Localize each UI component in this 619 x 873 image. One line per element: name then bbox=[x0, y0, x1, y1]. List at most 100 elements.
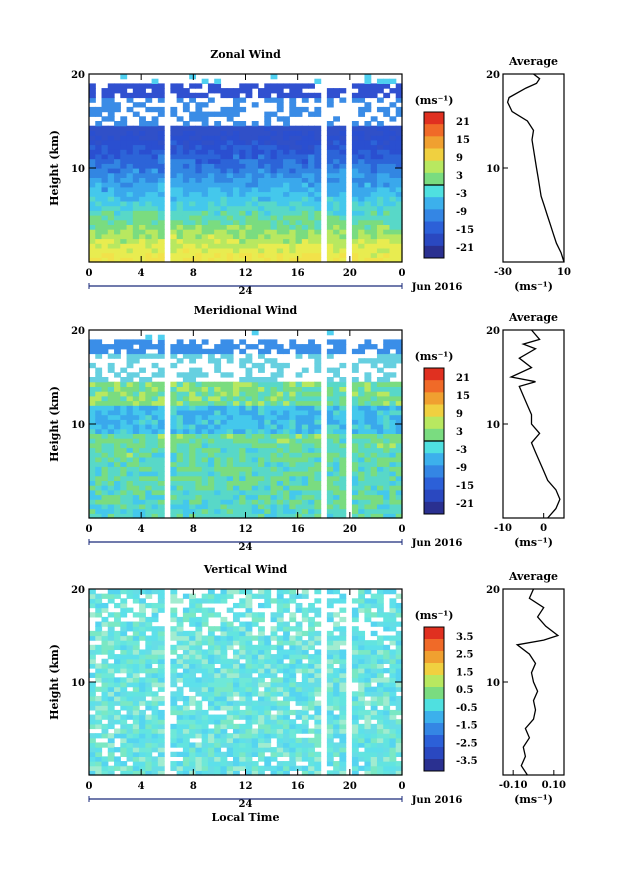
heatmap-cell bbox=[326, 149, 334, 155]
heatmap-cell bbox=[101, 770, 109, 776]
heatmap-cell bbox=[145, 485, 153, 491]
heatmap-cell bbox=[145, 386, 153, 392]
heatmap-cell bbox=[189, 116, 197, 122]
heatmap-cell bbox=[132, 466, 140, 472]
heatmap-cell bbox=[107, 489, 115, 496]
heatmap-cell bbox=[226, 456, 234, 463]
heatmap-cell bbox=[270, 88, 278, 94]
heatmap-cell bbox=[139, 153, 146, 160]
heatmap-cell bbox=[276, 719, 284, 725]
heatmap-cell bbox=[270, 97, 278, 103]
heatmap-cell bbox=[189, 456, 197, 463]
heatmap-cell bbox=[283, 405, 290, 411]
heatmap-cell bbox=[157, 658, 165, 664]
heatmap-cell bbox=[351, 433, 359, 439]
heatmap-cell bbox=[389, 607, 397, 613]
heatmap-cell bbox=[189, 770, 197, 776]
heatmap-cell bbox=[308, 229, 315, 235]
heatmap-cell bbox=[258, 186, 265, 193]
heatmap-cell bbox=[201, 247, 209, 254]
heatmap-cell bbox=[182, 438, 190, 444]
profile-x-tick-label: 0.10 bbox=[542, 780, 566, 791]
heatmap-cell bbox=[176, 438, 184, 444]
heatmap-cell bbox=[157, 88, 165, 94]
heatmap-cell bbox=[314, 691, 322, 697]
heatmap-cell bbox=[189, 686, 197, 692]
heatmap-cell bbox=[139, 433, 146, 439]
heatmap-cell bbox=[139, 344, 146, 350]
heatmap-cell bbox=[226, 668, 234, 674]
heatmap-cell bbox=[326, 243, 334, 249]
heatmap-cell bbox=[176, 149, 184, 155]
heatmap-cell bbox=[283, 200, 290, 207]
heatmap-cell bbox=[170, 224, 178, 230]
heatmap-cell bbox=[226, 499, 234, 505]
heatmap-cell bbox=[251, 442, 259, 449]
heatmap-cell bbox=[132, 714, 140, 720]
heatmap-cell bbox=[232, 640, 240, 646]
heatmap-cell bbox=[232, 139, 240, 146]
heatmap-cell bbox=[264, 598, 272, 604]
heatmap-cell bbox=[276, 677, 284, 683]
heatmap-cell bbox=[107, 756, 115, 762]
heatmap-cell bbox=[276, 508, 284, 514]
heatmap-cell bbox=[251, 709, 259, 716]
heatmap-cell bbox=[339, 770, 347, 776]
heatmap-cell bbox=[170, 149, 178, 155]
heatmap-cell bbox=[358, 405, 366, 411]
heatmap-cell bbox=[114, 471, 121, 477]
heatmap-cell bbox=[151, 116, 159, 122]
heatmap-cell bbox=[157, 238, 165, 244]
heatmap-cell bbox=[220, 433, 228, 439]
heatmap-cell bbox=[358, 433, 366, 439]
heatmap-cell bbox=[226, 494, 234, 500]
heatmap-cell bbox=[326, 616, 334, 623]
heatmap-cell bbox=[264, 391, 272, 397]
heatmap-cell bbox=[339, 182, 347, 188]
heatmap-cell bbox=[276, 682, 284, 688]
heatmap-cell bbox=[289, 97, 297, 103]
heatmap-cell bbox=[195, 456, 203, 463]
heatmap-cell bbox=[376, 737, 384, 744]
heatmap-cell bbox=[314, 78, 322, 84]
heatmap-cell bbox=[189, 489, 197, 496]
heatmap-cell bbox=[214, 489, 222, 496]
heatmap-cell bbox=[120, 456, 128, 463]
heatmap-cell bbox=[270, 630, 278, 637]
heatmap-cell bbox=[151, 489, 159, 496]
heatmap-cell bbox=[226, 391, 234, 397]
heatmap-cell bbox=[220, 153, 228, 160]
heatmap-cell bbox=[251, 139, 259, 146]
heatmap-cell bbox=[95, 219, 103, 225]
heatmap-cell bbox=[389, 428, 397, 434]
heatmap-cell bbox=[201, 395, 209, 402]
heatmap-cell bbox=[389, 252, 397, 258]
heatmap-cell bbox=[170, 480, 178, 486]
heatmap-cell bbox=[358, 414, 366, 420]
heatmap-cell bbox=[107, 419, 115, 425]
heatmap-cell bbox=[339, 409, 347, 416]
heatmap-cell bbox=[126, 229, 134, 235]
heatmap-cell bbox=[270, 344, 278, 350]
heatmap-cell bbox=[295, 654, 303, 660]
y-axis-label: Height (km) bbox=[48, 386, 61, 462]
heatmap-cell bbox=[351, 705, 359, 711]
heatmap-cell bbox=[333, 480, 340, 486]
heatmap-cell bbox=[239, 191, 247, 197]
heatmap-cell bbox=[383, 719, 391, 725]
panel-title: Zonal Wind bbox=[210, 48, 281, 61]
heatmap-cell bbox=[389, 728, 397, 734]
heatmap-cell bbox=[120, 442, 128, 449]
heatmap-cell bbox=[239, 97, 247, 103]
heatmap-cell bbox=[226, 177, 234, 183]
heatmap-cell bbox=[270, 358, 278, 364]
heatmap-cell bbox=[245, 414, 253, 420]
heatmap-cell bbox=[139, 626, 146, 632]
heatmap-cell bbox=[364, 400, 372, 406]
heatmap-cell bbox=[170, 111, 178, 117]
x-tick-label: 20 bbox=[343, 268, 357, 279]
heatmap-cell bbox=[101, 200, 109, 207]
heatmap-cell bbox=[157, 456, 165, 463]
heatmap-cell bbox=[308, 663, 315, 669]
heatmap-cell bbox=[207, 205, 215, 211]
